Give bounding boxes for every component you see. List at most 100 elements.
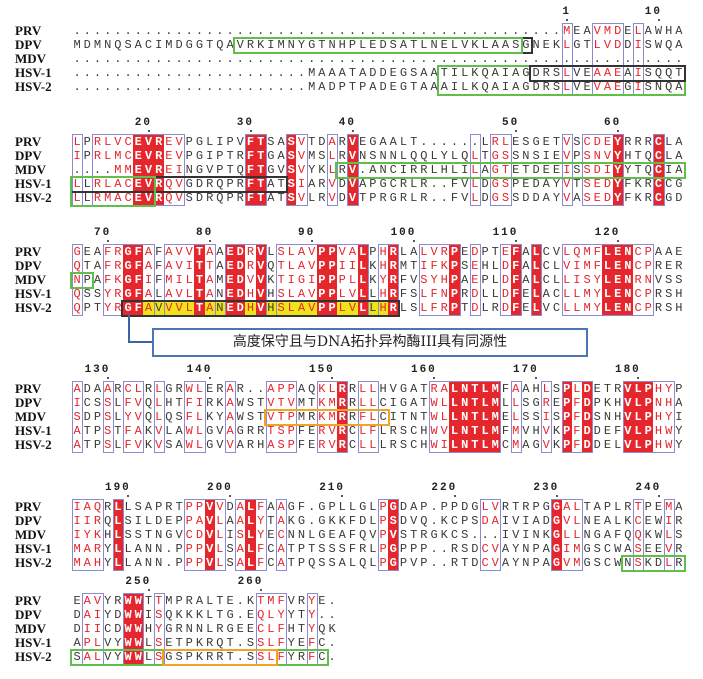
residue: . — [236, 608, 244, 622]
residue: K — [114, 273, 122, 287]
residue: F — [624, 191, 632, 205]
residue: E — [603, 135, 612, 149]
residue: L — [563, 301, 571, 315]
residue: . — [175, 24, 183, 38]
residue: C — [144, 38, 153, 52]
residue: K — [471, 66, 479, 80]
residue: Y — [430, 273, 438, 287]
residue: H — [675, 301, 683, 315]
residue: L — [124, 500, 132, 514]
residue: I — [83, 622, 91, 636]
residue: L — [165, 424, 173, 438]
residue: . — [542, 24, 550, 38]
residue: F — [155, 273, 163, 287]
residue: R — [216, 382, 224, 396]
residue: V — [430, 245, 438, 259]
residue: F — [245, 177, 256, 191]
residue: L — [573, 301, 581, 315]
residue: T — [277, 177, 285, 191]
residue: P — [316, 287, 327, 301]
residue: V — [347, 135, 358, 149]
residue: V — [155, 438, 163, 452]
residue: S — [399, 528, 408, 542]
residue: T — [297, 622, 306, 636]
residue: E — [612, 287, 623, 301]
residue: C — [542, 259, 550, 273]
residue: L — [531, 301, 542, 315]
residue: L — [104, 177, 112, 191]
residue: E — [318, 594, 326, 608]
species-label: MDV — [15, 527, 47, 542]
residue: V — [308, 245, 316, 259]
residue: S — [83, 287, 91, 301]
residue: F — [430, 287, 438, 301]
residue: P — [369, 245, 377, 259]
residue: K — [216, 396, 224, 410]
residue: L — [155, 396, 163, 410]
species-label: PRV — [15, 593, 42, 608]
residue: D — [235, 301, 246, 315]
species-label: MDV — [15, 409, 47, 424]
residue: F — [245, 191, 256, 205]
residue: . — [481, 52, 489, 66]
residue: S — [573, 163, 581, 177]
residue: L — [531, 245, 542, 259]
residue: A — [542, 177, 550, 191]
residue: E — [573, 24, 581, 38]
residue: A — [267, 191, 275, 205]
residue: P — [379, 556, 387, 570]
residue: W — [133, 608, 144, 622]
residue: R — [542, 80, 550, 94]
residue: T — [359, 191, 367, 205]
residue: A — [379, 135, 387, 149]
residue: . — [226, 66, 234, 80]
residue: M — [124, 163, 132, 177]
residue: M — [665, 500, 673, 514]
residue: P — [369, 191, 377, 205]
residue: A — [236, 514, 244, 528]
residue: G — [185, 177, 193, 191]
residue: P — [379, 542, 387, 556]
residue: R — [644, 191, 652, 205]
residue: K — [603, 396, 612, 410]
residue: E — [226, 594, 234, 608]
residue: I — [542, 410, 550, 424]
residue: L — [369, 438, 377, 452]
residue: T — [155, 594, 163, 608]
residue: . — [104, 163, 112, 177]
residue: H — [654, 424, 663, 438]
residue: T — [277, 259, 285, 273]
residue: F — [308, 650, 316, 664]
residue: . — [328, 650, 336, 664]
residue: S — [277, 424, 285, 438]
residue: Q — [114, 38, 122, 52]
residue: V — [522, 424, 530, 438]
residue: F — [510, 245, 521, 259]
residue: L — [287, 287, 295, 301]
residue: L — [665, 528, 673, 542]
residue: L — [338, 500, 346, 514]
residue: G — [551, 542, 562, 556]
residue: T — [675, 66, 683, 80]
residue: R — [614, 382, 622, 396]
residue: A — [297, 259, 306, 273]
residue: L — [440, 396, 448, 410]
residue: P — [327, 301, 338, 315]
residue: I — [501, 80, 510, 94]
residue: F — [277, 636, 285, 650]
residue: P — [316, 245, 327, 259]
residue: Q — [216, 636, 224, 650]
residue: Y — [257, 514, 265, 528]
residue: . — [410, 24, 418, 38]
residue: . — [624, 52, 632, 66]
residue: F — [450, 191, 459, 205]
residue: N — [195, 622, 204, 636]
residue: L — [357, 273, 368, 287]
residue: I — [440, 438, 448, 452]
residue: . — [73, 163, 81, 177]
residue: R — [410, 163, 418, 177]
residue: R — [348, 382, 357, 396]
residue: E — [165, 514, 173, 528]
residue: G — [73, 245, 81, 259]
residue: Y — [216, 410, 224, 424]
